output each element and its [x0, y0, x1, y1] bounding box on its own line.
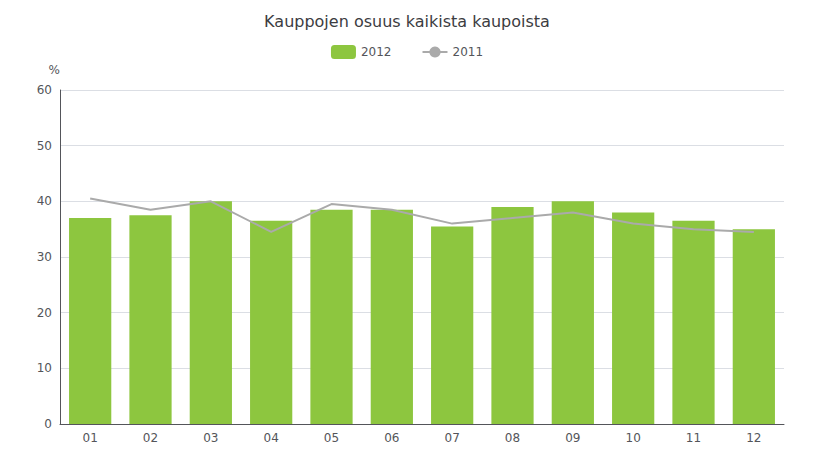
svg-text:Kauppojen osuus kaikista kaupo: Kauppojen osuus kaikista kaupoista — [264, 12, 550, 31]
svg-text:08: 08 — [505, 431, 520, 445]
svg-text:05: 05 — [324, 431, 339, 445]
svg-text:2012: 2012 — [361, 45, 392, 59]
svg-text:04: 04 — [264, 431, 279, 445]
svg-text:03: 03 — [203, 431, 218, 445]
svg-text:0: 0 — [44, 417, 52, 431]
svg-text:01: 01 — [83, 431, 98, 445]
svg-text:50: 50 — [37, 139, 52, 153]
svg-text:20: 20 — [37, 306, 52, 320]
svg-text:%: % — [49, 63, 60, 77]
svg-text:09: 09 — [565, 431, 580, 445]
svg-text:07: 07 — [445, 431, 460, 445]
svg-text:60: 60 — [37, 83, 52, 97]
svg-text:10: 10 — [626, 431, 641, 445]
svg-text:02: 02 — [143, 431, 158, 445]
svg-text:11: 11 — [686, 431, 701, 445]
svg-text:06: 06 — [384, 431, 399, 445]
svg-text:12: 12 — [746, 431, 761, 445]
svg-text:10: 10 — [37, 361, 52, 375]
svg-text:2011: 2011 — [453, 45, 484, 59]
svg-text:40: 40 — [37, 194, 52, 208]
svg-text:30: 30 — [37, 250, 52, 264]
